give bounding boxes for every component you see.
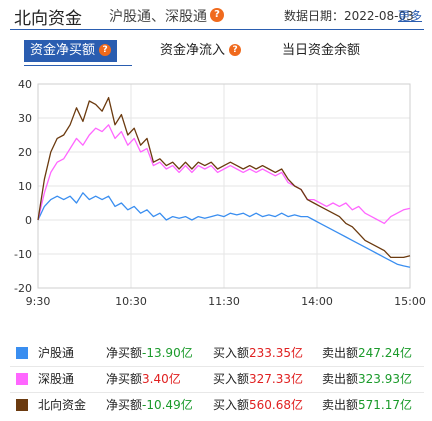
y-tick-label: 40 bbox=[18, 78, 32, 91]
y-tick-label: 0 bbox=[25, 214, 32, 227]
y-tick-label: -10 bbox=[14, 248, 32, 261]
header: 北向资金 沪股通、深股通 ? 数据日期：2022-08-03 更多 bbox=[0, 0, 432, 30]
legend-sell: 卖出额571.17亿 bbox=[322, 394, 412, 416]
net-value: 3.40亿 bbox=[142, 372, 181, 386]
tab-net-inflow[interactable]: 资金净流入 ? bbox=[160, 40, 242, 62]
legend-name: 沪股通 bbox=[38, 346, 75, 360]
y-tick-label: 30 bbox=[18, 112, 32, 125]
tab-underline bbox=[24, 65, 132, 66]
legend-buy: 买入额560.68亿 bbox=[213, 394, 303, 416]
legend-swatch bbox=[16, 399, 28, 411]
buy-label: 买入额 bbox=[213, 372, 250, 386]
net-label: 净买额 bbox=[106, 398, 143, 412]
tab-net-buy[interactable]: 资金净买额 ? bbox=[24, 40, 118, 62]
series-line bbox=[37, 124, 411, 225]
tab-daily-balance-label: 当日资金余额 bbox=[282, 43, 361, 58]
line-chart: 40 30 20 10 0 -10 -209:30 10:30 11:30 14:00 15:00 bbox=[14, 78, 426, 308]
series-line bbox=[37, 192, 411, 268]
net-value: -10.49亿 bbox=[142, 398, 193, 412]
plot-frame bbox=[37, 83, 411, 289]
x-tick-label: 9:30 bbox=[26, 295, 51, 308]
net-value: -13.90亿 bbox=[142, 346, 193, 360]
legend-row-sgt: 深股通 净买额3.40亿 买入额327.33亿 卖出额323.93亿 bbox=[0, 368, 432, 390]
buy-value: 233.35亿 bbox=[249, 346, 304, 360]
net-label: 净买额 bbox=[106, 372, 143, 386]
legend-swatch bbox=[16, 347, 28, 359]
more-link[interactable]: 更多 bbox=[398, 9, 423, 23]
sell-value: 323.93亿 bbox=[358, 372, 413, 386]
legend-sell: 卖出额323.93亿 bbox=[322, 368, 412, 390]
sell-label: 卖出额 bbox=[322, 346, 359, 360]
buy-label: 买入额 bbox=[213, 346, 250, 360]
legend-net: 净买额-10.49亿 bbox=[106, 394, 193, 416]
page-subtitle: 沪股通、深股通 bbox=[109, 9, 207, 25]
legend-row-north: 北向资金 净买额-10.49亿 买入额560.68亿 卖出额571.17亿 bbox=[0, 394, 432, 416]
header-divider bbox=[10, 29, 424, 30]
tab-net-inflow-label: 资金净流入 bbox=[160, 43, 226, 58]
series-line bbox=[37, 96, 411, 259]
x-tick-label: 15:00 bbox=[394, 295, 426, 308]
legend-buy: 买入额233.35亿 bbox=[213, 342, 303, 364]
sell-label: 卖出额 bbox=[322, 398, 359, 412]
x-tick-label: 10:30 bbox=[115, 295, 147, 308]
legend-name: 深股通 bbox=[38, 372, 75, 386]
tab-bar: 资金净买额 ? 资金净流入 ? 当日资金余额 bbox=[0, 40, 432, 66]
buy-value: 560.68亿 bbox=[249, 398, 304, 412]
sell-label: 卖出额 bbox=[322, 372, 359, 386]
y-tick-label: 20 bbox=[18, 146, 32, 159]
y-tick-label: 10 bbox=[18, 180, 32, 193]
legend-net: 净买额-13.90亿 bbox=[106, 342, 193, 364]
legend-net: 净买额3.40亿 bbox=[106, 368, 181, 390]
sell-value: 247.24亿 bbox=[358, 346, 413, 360]
row-divider bbox=[10, 392, 424, 393]
chart-area: 40 30 20 10 0 -10 -20 9:30 10:30 11:30 14:00 15:00 bbox=[0, 72, 432, 312]
legend-swatch bbox=[16, 373, 28, 385]
y-tick-label: -20 bbox=[14, 282, 32, 295]
buy-value: 327.33亿 bbox=[249, 372, 304, 386]
help-icon[interactable]: ? bbox=[229, 43, 242, 56]
sell-value: 571.17亿 bbox=[358, 398, 413, 412]
legend-sell: 卖出额247.24亿 bbox=[322, 342, 412, 364]
help-icon[interactable]: ? bbox=[210, 8, 224, 22]
tab-net-buy-label: 资金净买额 bbox=[30, 43, 96, 58]
help-icon[interactable]: ? bbox=[99, 43, 112, 56]
legend-row-hgt: 沪股通 净买额-13.90亿 买入额233.35亿 卖出额247.24亿 bbox=[0, 342, 432, 364]
legend-buy: 买入额327.33亿 bbox=[213, 368, 303, 390]
tab-daily-balance[interactable]: 当日资金余额 bbox=[282, 40, 360, 62]
date-label: 数据日期：2022-08-03 bbox=[284, 9, 414, 23]
page-title: 北向资金 bbox=[14, 9, 82, 29]
net-label: 净买额 bbox=[106, 346, 143, 360]
x-tick-label: 11:30 bbox=[208, 295, 240, 308]
buy-label: 买入额 bbox=[213, 398, 250, 412]
row-divider bbox=[10, 366, 424, 367]
legend-name: 北向资金 bbox=[38, 398, 87, 412]
x-tick-label: 14:00 bbox=[301, 295, 333, 308]
